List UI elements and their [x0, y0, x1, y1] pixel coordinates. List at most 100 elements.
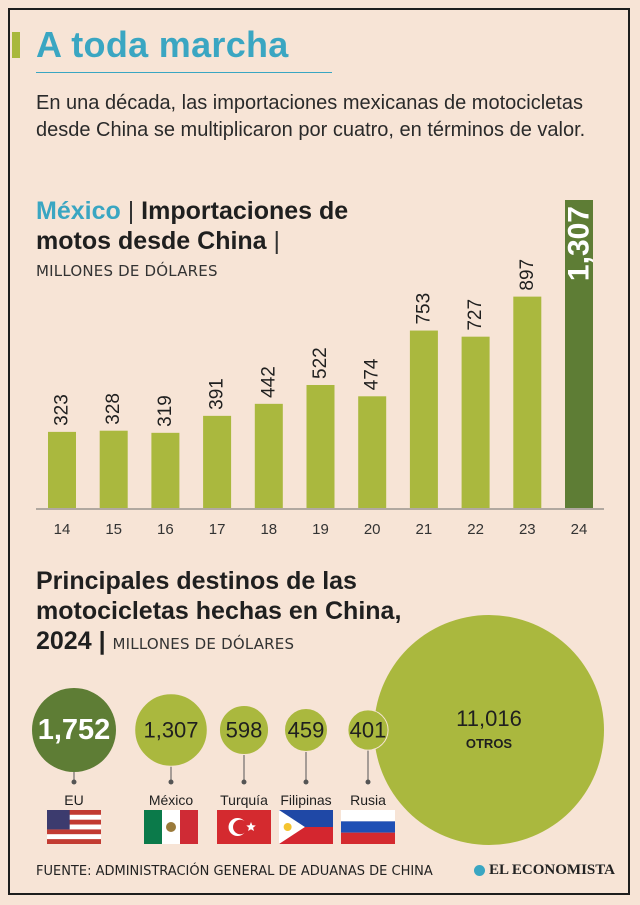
brand-dot-icon: [474, 865, 485, 876]
bubble-sublabel-otros: OTROS: [466, 736, 513, 751]
title-separator: |: [127, 197, 135, 225]
bar-value-label-18: 442: [258, 366, 279, 398]
bubble-otros: [374, 615, 604, 845]
brand-logo: EL ECONOMISTA: [474, 862, 615, 879]
bar-chart-units: MILLONES DE DÓLARES: [36, 262, 218, 280]
bubble-connector-dot-4: [365, 779, 371, 785]
bubble-3: [284, 708, 328, 752]
bubble-name-0: EU: [64, 792, 83, 808]
bubble-connector-dot-1: [168, 779, 174, 785]
x-tick-label-23: 23: [519, 521, 536, 538]
us-flag-icon: [47, 810, 101, 844]
bar-20: [358, 396, 387, 508]
flag-stripe: [47, 810, 101, 815]
bar-value-label-22: 727: [465, 299, 486, 331]
bubble-4: [347, 709, 389, 751]
bubble-value-3: 459: [288, 718, 325, 743]
bubble-value-4: 401: [350, 718, 387, 743]
bubble-name-4: Rusia: [350, 792, 386, 808]
flag-emblem: [166, 822, 176, 832]
bar-chart-title: México | Importaciones de motos desde Ch…: [36, 196, 356, 256]
bubble-name-1: México: [149, 792, 194, 808]
bubble-chart-units: MILLONES DE DÓLARES: [112, 635, 295, 653]
flag-crescent-inner: [233, 819, 248, 835]
bubble-chart-title-text: Principales destinos de las motocicletas…: [36, 567, 402, 655]
bar-chart-title-text: Importaciones de motos desde China: [36, 197, 349, 255]
bubble-chart-title: Principales destinos de las motocicletas…: [36, 566, 436, 659]
flag-stripe: [47, 814, 101, 820]
flag-band: [341, 821, 395, 833]
flag-stripe: [47, 829, 101, 835]
bubble-connector-dot-2: [241, 779, 247, 785]
x-tick-label-15: 15: [105, 521, 122, 538]
bar-value-label-19: 522: [310, 347, 331, 379]
bar-value-label-20: 474: [362, 358, 383, 390]
bar-19: [306, 384, 335, 508]
bar-chart-title-country: México: [36, 197, 121, 225]
flag-band: [341, 810, 395, 822]
bar-value-label-16: 319: [155, 395, 176, 427]
bar-value-label-21: 753: [413, 293, 434, 325]
bubble-name-3: Filipinas: [280, 792, 331, 808]
infographic-frame: [8, 8, 630, 895]
flag-band: [341, 832, 395, 844]
x-tick-label-24: 24: [571, 521, 588, 538]
bar-value-label-24: 1,307: [563, 206, 596, 281]
flag-band: [144, 810, 162, 844]
philippines-flag-icon: [279, 810, 333, 844]
bar-chart: 323 14 328 15 319 16 391 17 442 18 522 19 474 20 753 21…: [36, 200, 604, 538]
flag-stripe: [47, 839, 101, 844]
bubble-value-1: 1,307: [143, 718, 198, 743]
bar-18: [254, 403, 283, 508]
bar-22: [461, 336, 490, 508]
flag-canton: [47, 810, 70, 830]
bar-value-label-17: 391: [207, 378, 228, 410]
title-accent-bar: [12, 32, 20, 58]
flag-sun: [283, 823, 292, 831]
page-title: A toda marcha: [36, 24, 289, 65]
bubble-value-0: 1,752: [38, 714, 111, 746]
x-tick-label-18: 18: [260, 521, 277, 538]
x-tick-label-16: 16: [157, 521, 174, 538]
bar-24: [565, 200, 593, 508]
bubble-connector-dot-3: [303, 779, 309, 785]
bubble-2: [218, 704, 270, 756]
x-tick-label-17: 17: [209, 521, 226, 538]
bubble-0: [32, 688, 116, 772]
x-tick-label-20: 20: [364, 521, 381, 538]
flag-triangle: [279, 810, 305, 844]
bubble-value-otros: 11,016: [456, 706, 522, 731]
flag-stripe: [47, 824, 101, 830]
bar-16: [151, 432, 180, 508]
bar-value-label-15: 328: [103, 393, 124, 425]
bubble-1: [134, 693, 208, 767]
flag-star: [246, 822, 256, 831]
bubble-value-2: 598: [226, 718, 263, 743]
flag-stripe: [47, 819, 101, 825]
bubble-connector-dot-0: [71, 779, 77, 785]
bar-23: [513, 296, 542, 508]
title-separator: |: [98, 627, 106, 655]
bar-17: [203, 415, 232, 508]
x-tick-label-21: 21: [416, 521, 433, 538]
flag-stripe: [47, 834, 101, 840]
x-tick-label-19: 19: [312, 521, 329, 538]
source-note: FUENTE: ADMINISTRACIÓN GENERAL DE ADUANA…: [36, 864, 433, 879]
bar-value-label-23: 897: [517, 259, 538, 291]
brand-name: EL ECONOMISTA: [489, 862, 615, 878]
bar-21: [409, 330, 438, 508]
bubble-chart: 11,016 OTROS 1,752 EU 1,307 México 598 Turquía 4…: [32, 615, 604, 845]
title-underline: [36, 72, 332, 73]
bar-value-label-14: 323: [52, 394, 73, 426]
bar-15: [99, 430, 128, 508]
title-separator: |: [273, 227, 281, 255]
x-tick-label-22: 22: [467, 521, 484, 538]
page-subtitle: En una década, las importaciones mexican…: [36, 92, 586, 141]
x-tick-label-14: 14: [54, 521, 71, 538]
russia-flag-icon: [341, 810, 395, 844]
flag-band: [180, 810, 198, 844]
turkey-flag-icon: [217, 810, 271, 844]
bar-14: [48, 431, 76, 508]
bubble-name-2: Turquía: [220, 792, 268, 808]
mexico-flag-icon: [144, 810, 198, 844]
